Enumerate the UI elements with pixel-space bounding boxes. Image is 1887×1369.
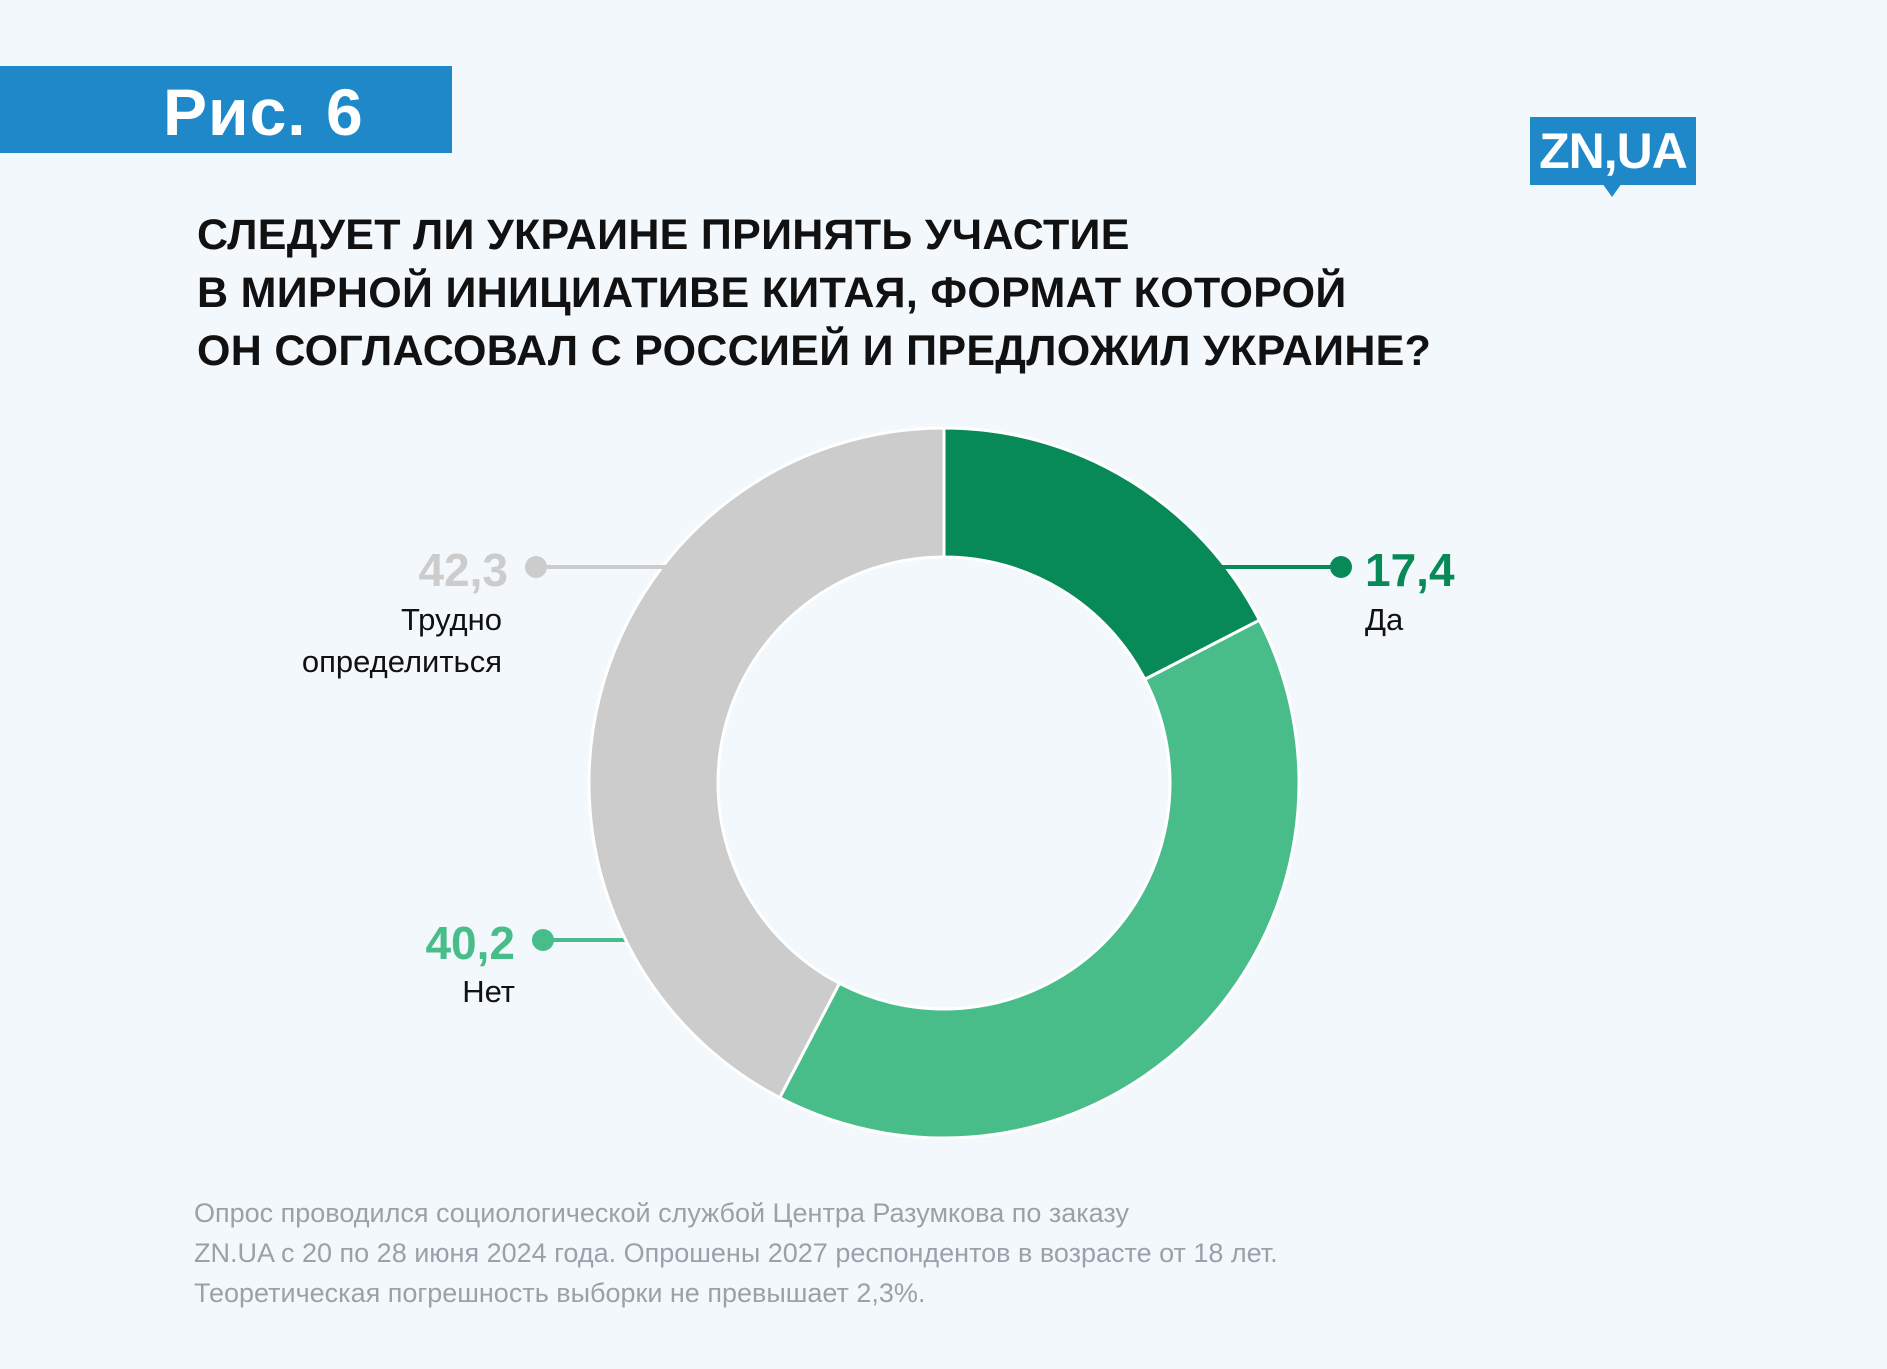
slice-value-label: 40,2: [425, 917, 515, 969]
logo-speech-tail: [1602, 183, 1622, 197]
footnote-line: Опрос проводился социологической службой…: [194, 1198, 1129, 1228]
leader-dot-2: [532, 929, 554, 951]
slice-value-label: 17,4: [1365, 544, 1455, 596]
donut-slice-2: [777, 618, 1301, 1140]
footnote-line: Теоретическая погрешность выборки не пре…: [194, 1278, 926, 1308]
leader-dot-3: [525, 556, 547, 578]
slice-category-label: Нет: [462, 974, 515, 1009]
survey-footnote: Опрос проводился социологической службой…: [194, 1193, 1278, 1313]
figure-badge: Рис. 6: [0, 66, 452, 153]
footnote-line: ZN.UA с 20 по 28 июня 2024 года. Опрошен…: [194, 1238, 1278, 1268]
title-line: ОН СОГЛАСОВАЛ С РОССИЕЙ И ПРЕДЛОЖИЛ УКРА…: [197, 327, 1432, 375]
slice-value-label: 42,3: [418, 544, 508, 596]
donut-slice-3: [587, 426, 946, 1100]
leader-dot-1: [1330, 556, 1352, 578]
figure-label: Рис. 6: [163, 75, 364, 149]
slice-category-label: определиться: [302, 644, 502, 679]
title-line: СЛЕДУЕТ ЛИ УКРАИНЕ ПРИНЯТЬ УЧАСТИЕ: [197, 211, 1130, 259]
slice-category-label: Трудно: [401, 602, 502, 637]
chart-title: СЛЕДУЕТ ЛИ УКРАИНЕ ПРИНЯТЬ УЧАСТИЕ В МИР…: [197, 206, 1431, 380]
title-line: В МИРНОЙ ИНИЦИАТИВЕ КИТАЯ, ФОРМАТ КОТОРО…: [197, 269, 1347, 317]
slice-category-label: Да: [1365, 602, 1404, 637]
zn-ua-logo[interactable]: ZN,UA: [1530, 117, 1696, 185]
donut-slice-1: [942, 426, 1262, 682]
